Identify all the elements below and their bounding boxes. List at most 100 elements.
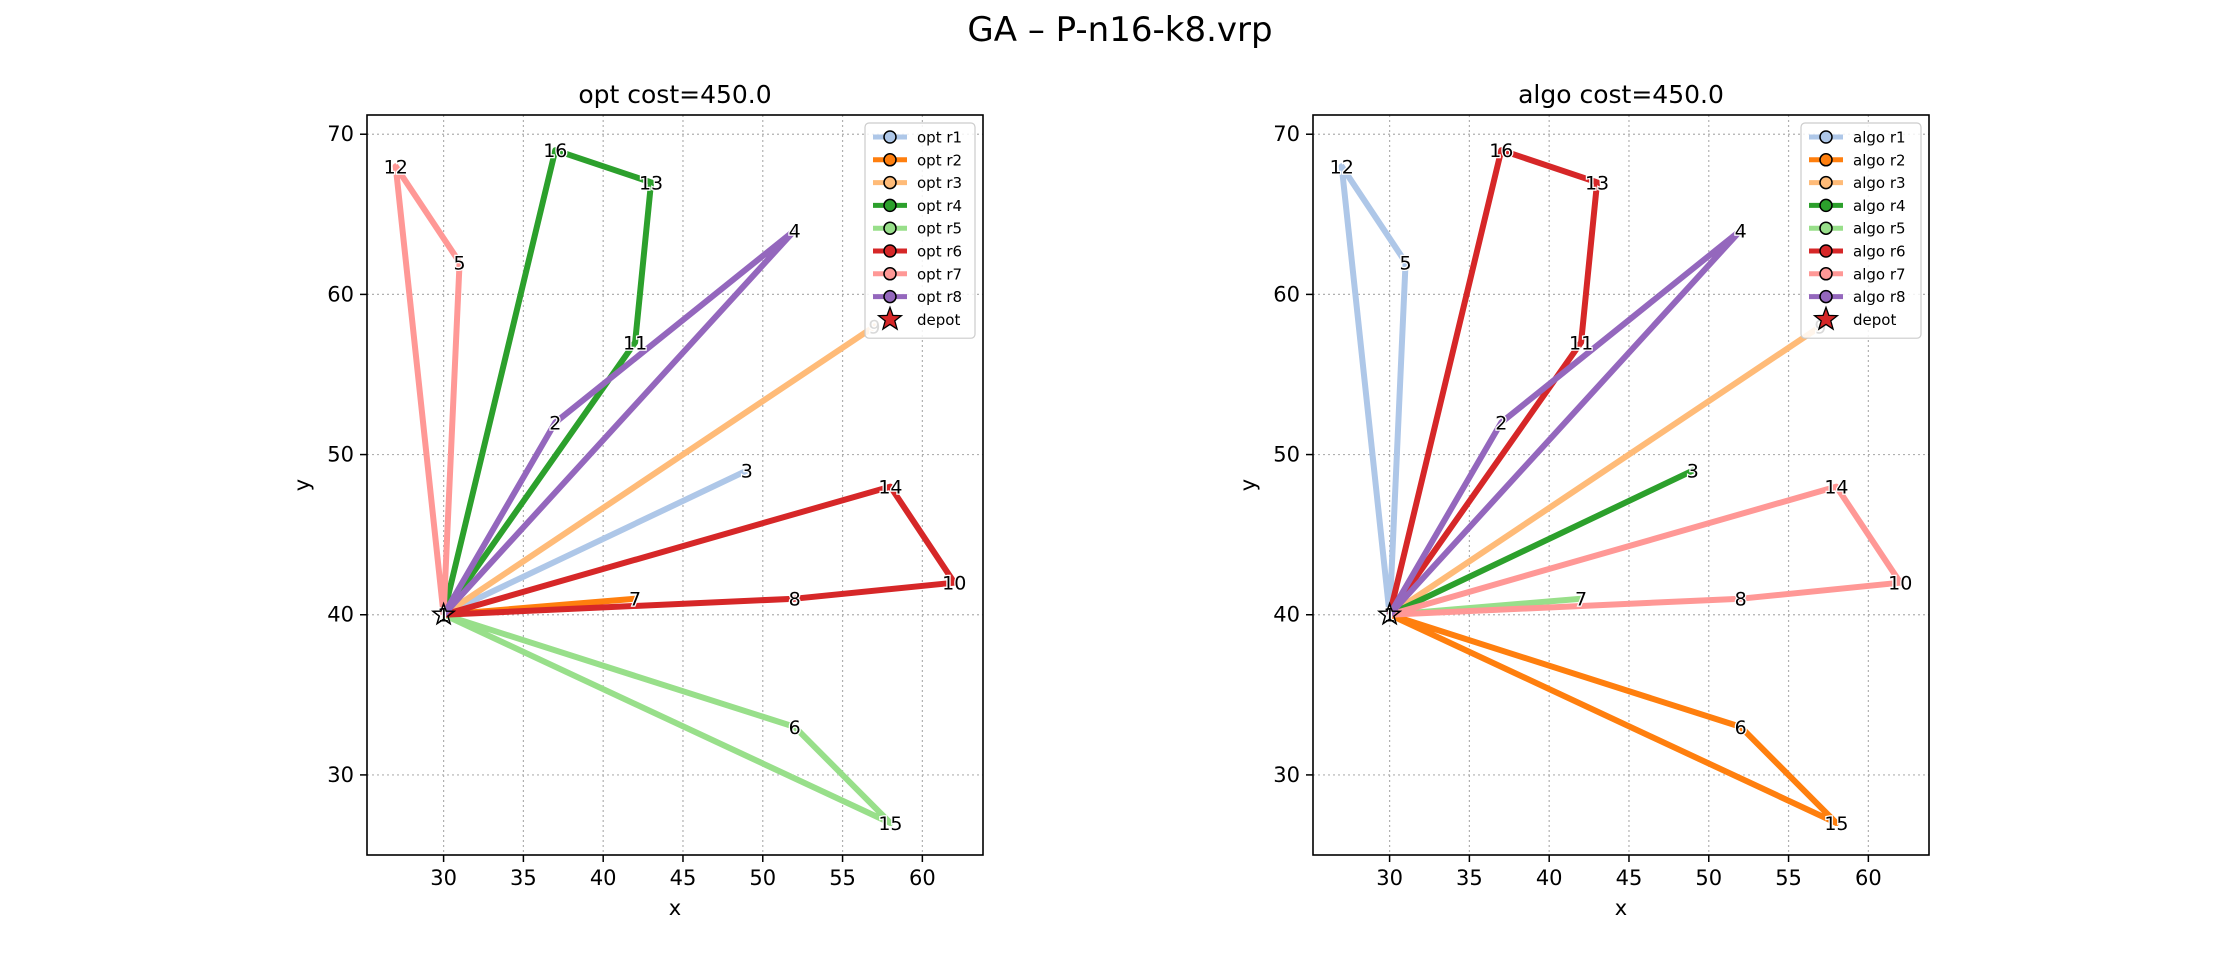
chart1-legend-marker-r3 [883, 175, 897, 190]
chart2-legend-label-r8: algo r8 [1853, 288, 1906, 306]
chart2-legend-marker-r3 [1819, 175, 1833, 190]
chart1-xtick-label-40: 40 [590, 866, 617, 890]
chart1-ytick-label-60: 60 [327, 282, 354, 306]
chart1-xtick-label-60: 60 [909, 866, 936, 890]
chart1-node-label-3: 3 [741, 461, 753, 483]
chart1-xtick-label-50: 50 [749, 866, 776, 890]
chart2-ytick-label-60: 60 [1273, 282, 1300, 306]
chart2-legend-label-r5: algo r5 [1853, 220, 1906, 238]
chart2-node-label-4: 4 [1735, 220, 1747, 242]
chart2-node-label-3: 3 [1687, 461, 1699, 483]
chart2-x-axis-label: x [1615, 896, 1627, 920]
chart2-ytick-label-40: 40 [1273, 603, 1300, 627]
chart1-legend-label-r3: opt r3 [917, 174, 962, 192]
chart-panel-algo: 1234567891011121314151630354045505560304… [1236, 80, 1930, 920]
chart2-legend-label-depot: depot [1853, 311, 1896, 329]
chart2-node-label-14: 14 [1824, 477, 1848, 499]
chart1-legend-depot-star-icon [876, 305, 904, 331]
chart1-ytick-label-30: 30 [327, 763, 354, 787]
chart1-node-label-12: 12 [384, 156, 408, 178]
chart2-route-line-r3 [1387, 323, 1824, 618]
chart1-node-label-15: 15 [878, 813, 902, 835]
chart1-node-label-5: 5 [454, 252, 466, 274]
chart1-legend: opt r1 opt r2 opt r3 opt r4 opt r5 opt r6 opt … [864, 122, 976, 339]
chart2-xtick-label-45: 45 [1616, 866, 1643, 890]
chart2-legend-label-r3: algo r3 [1853, 174, 1906, 192]
chart1-y-axis-label: y [290, 479, 314, 491]
chart2-xtick-label-50: 50 [1695, 866, 1722, 890]
chart1-depot-star-marker [430, 601, 457, 626]
chart2-legend-label-r6: algo r6 [1853, 243, 1906, 261]
chart2-legend-marker-r2 [1819, 153, 1833, 167]
chart2-legend-marker-r4 [1819, 198, 1833, 213]
chart2-node-label-8: 8 [1735, 589, 1747, 611]
chart1-legend-marker-r4 [883, 198, 897, 213]
chart1-route-line-r8 [441, 227, 798, 617]
chart1-legend-marker-r8 [883, 289, 897, 304]
chart1-legend-marker-r7 [883, 267, 897, 281]
chart1-legend-marker-r5 [883, 221, 897, 235]
chart1-route-line-r6 [442, 483, 958, 618]
chart2-legend-label-r2: algo r2 [1853, 151, 1906, 169]
chart2-legend-label-r1: algo r1 [1853, 129, 1906, 147]
chart2-y-axis-label: y [1236, 479, 1260, 491]
chart2-route-line-r1 [1338, 163, 1409, 616]
chart-panel-opt: 1234567891011121314151630354045505560304… [290, 80, 984, 920]
chart2-node-label-15: 15 [1824, 813, 1848, 835]
chart2-legend-depot-star-icon [1812, 305, 1840, 331]
chart2-ytick-label-50: 50 [1273, 443, 1300, 467]
chart2-route-line-r8 [1387, 227, 1744, 617]
chart1-xtick-label-45: 45 [670, 866, 697, 890]
chart2-node-label-7: 7 [1575, 589, 1587, 611]
chart2-node-label-6: 6 [1735, 717, 1747, 739]
chart1-node-label-14: 14 [878, 477, 902, 499]
chart1-axes-frame [366, 114, 984, 856]
chart1-legend-label-r8: opt r8 [917, 288, 962, 306]
chart1-route-line-r1 [442, 467, 750, 618]
chart1-legend-label-r5: opt r5 [917, 220, 962, 238]
chart1-legend-label-r6: opt r6 [917, 243, 962, 261]
chart2-xtick-label-30: 30 [1376, 866, 1403, 890]
chart1-node-label-7: 7 [629, 589, 641, 611]
chart1-title: opt cost=450.0 [578, 80, 771, 109]
chart1-ytick-label-50: 50 [327, 443, 354, 467]
chart1-route-line-r7 [392, 163, 463, 616]
chart2-legend-label-r4: algo r4 [1853, 197, 1906, 215]
chart2-node-label-13: 13 [1585, 172, 1609, 194]
chart2-legend-marker-r7 [1819, 267, 1833, 281]
chart2-legend-marker-r8 [1819, 289, 1833, 304]
chart1-x-axis-label: x [669, 896, 681, 920]
chart1-legend-label-r2: opt r2 [917, 151, 962, 169]
chart2-node-label-12: 12 [1330, 156, 1354, 178]
chart2-xtick-label-60: 60 [1855, 866, 1882, 890]
chart2-node-label-10: 10 [1888, 573, 1912, 595]
chart1-xtick-label-55: 55 [829, 866, 856, 890]
chart2-title: algo cost=450.0 [1518, 80, 1724, 109]
chart2-route-line-r7 [1388, 483, 1904, 618]
chart2-route-line-r4 [1388, 467, 1696, 618]
chart1-legend-label-r4: opt r4 [917, 197, 962, 215]
chart2-legend-marker-r1 [1819, 130, 1833, 144]
chart1-node-label-10: 10 [942, 573, 966, 595]
chart1-legend-label-r7: opt r7 [917, 265, 962, 283]
chart2-xtick-label-40: 40 [1536, 866, 1563, 890]
chart2-depot-star-marker [1376, 601, 1403, 626]
chart1-xtick-label-30: 30 [430, 866, 457, 890]
chart1-legend-label-r1: opt r1 [917, 129, 962, 147]
chart2-legend-marker-r6 [1819, 244, 1833, 258]
chart1-legend-label-depot: depot [917, 311, 960, 329]
chart1-legend-marker-r2 [883, 153, 897, 167]
chart1-node-label-4: 4 [789, 220, 801, 242]
chart1-route-line-r4 [440, 147, 655, 617]
chart1-route-line-r3 [441, 323, 878, 618]
chart1-node-label-2: 2 [549, 413, 561, 435]
chart1-node-label-11: 11 [623, 332, 647, 354]
chart1-node-label-8: 8 [789, 589, 801, 611]
chart2-legend-label-r7: algo r7 [1853, 265, 1906, 283]
chart2-ytick-label-30: 30 [1273, 763, 1300, 787]
chart2-node-label-5: 5 [1400, 252, 1412, 274]
chart1-node-label-6: 6 [789, 717, 801, 739]
chart2-node-label-11: 11 [1569, 332, 1593, 354]
chart1-ytick-label-70: 70 [327, 122, 354, 146]
